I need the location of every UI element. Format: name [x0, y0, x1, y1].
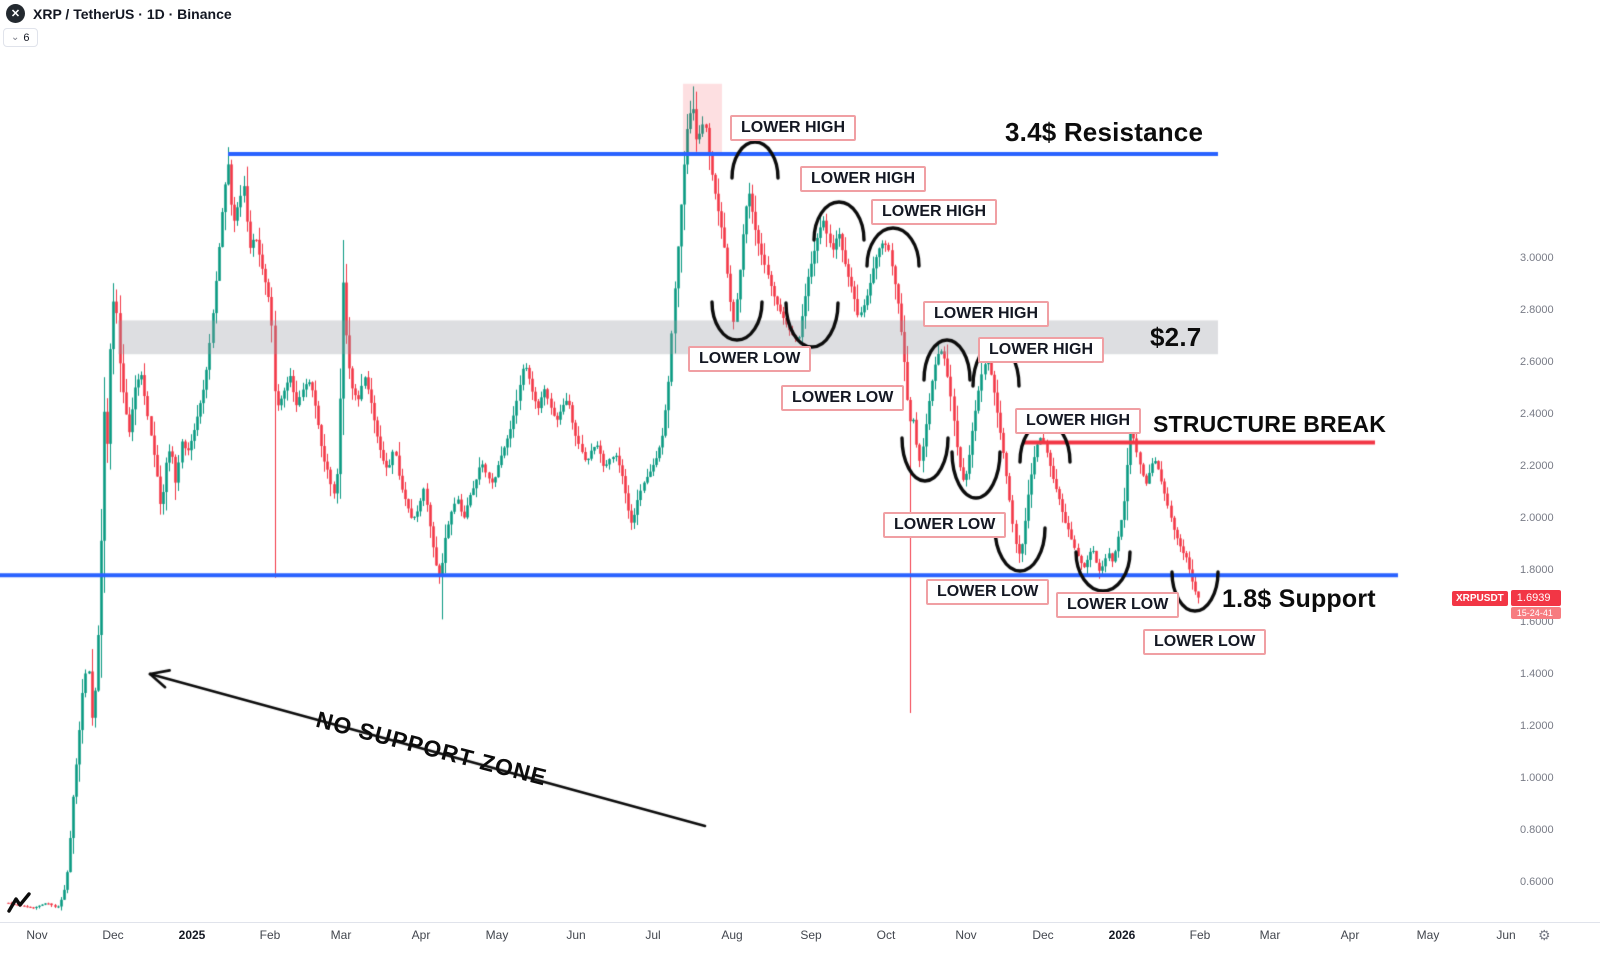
price-axis-label: 0.6000 — [1520, 876, 1554, 888]
symbol-title[interactable]: XRP / TetherUS · 1D · Binance — [33, 5, 232, 22]
price-axis-label: 1.6000 — [1520, 616, 1554, 628]
time-axis-label: Apr — [411, 928, 431, 942]
time-axis-label: 2025 — [178, 928, 206, 942]
time-axis-label: Sep — [800, 928, 822, 942]
time-axis-label: May — [1416, 928, 1440, 942]
time-axis-label: Mar — [330, 928, 352, 942]
price-axis-label: 2.2000 — [1520, 460, 1554, 472]
price-axis-label: 1.0000 — [1520, 772, 1554, 784]
time-axis-label: Feb — [259, 928, 281, 942]
time-axis[interactable]: Nov Dec 2025 Feb Mar Apr May Jun Jul Aug Sep Oct Nov… — [0, 922, 1600, 958]
time-axis-label: May — [485, 928, 509, 942]
price-tag-column: 1.6939 15-24-41 — [1510, 589, 1561, 619]
price-axis[interactable]: 3.0000 2.8000 2.6000 2.4000 2.2000 2.0000 1.80… — [1512, 0, 1600, 922]
time-axis-label: Apr — [1340, 928, 1360, 942]
xrp-logo-icon[interactable]: ✕ — [6, 4, 25, 23]
symbol-badge: XRPUSDT — [1452, 590, 1508, 606]
price-axis-label: 1.4000 — [1520, 668, 1554, 680]
time-axis-label: Jun — [566, 928, 586, 942]
time-axis-label: Feb — [1189, 928, 1211, 942]
time-axis-label: Mar — [1259, 928, 1281, 942]
time-axis-label: Dec — [102, 928, 124, 942]
price-axis-label: 0.8000 — [1520, 824, 1554, 836]
chevron-down-icon: ⌄ — [11, 31, 20, 43]
time-axis-label: Aug — [721, 928, 743, 942]
last-price-tag: XRPUSDT 1.6939 15-24-41 — [1452, 589, 1561, 619]
time-axis-label: Oct — [876, 928, 896, 942]
price-axis-label: 2.0000 — [1520, 512, 1554, 524]
tradingview-logo[interactable] — [6, 890, 32, 921]
time-axis-label: Dec — [1032, 928, 1054, 942]
price-axis-label: 2.8000 — [1520, 304, 1554, 316]
chart-header: ✕ XRP / TetherUS · 1D · Binance — [6, 4, 232, 23]
bar-countdown: 15-24-41 — [1510, 606, 1561, 619]
time-axis-separator — [0, 922, 1600, 923]
price-axis-label: 1.2000 — [1520, 720, 1554, 732]
drawings-count: 6 — [23, 31, 30, 44]
time-axis-label: Jul — [645, 928, 661, 942]
time-axis-label: Nov — [26, 928, 48, 942]
last-price-value: 1.6939 — [1510, 589, 1561, 606]
price-axis-label: 1.8000 — [1520, 564, 1554, 576]
price-axis-label: 2.4000 — [1520, 408, 1554, 420]
timezone-settings-gear-icon[interactable]: ⚙ — [1538, 927, 1551, 943]
object-tree-toggle[interactable]: ⌄ 6 — [3, 28, 38, 47]
price-axis-label: 2.6000 — [1520, 356, 1554, 368]
time-axis-label: Jun — [1496, 928, 1516, 942]
price-axis-label: 3.0000 — [1520, 252, 1554, 264]
time-axis-label: Nov — [955, 928, 977, 942]
time-axis-label: 2026 — [1108, 928, 1136, 942]
